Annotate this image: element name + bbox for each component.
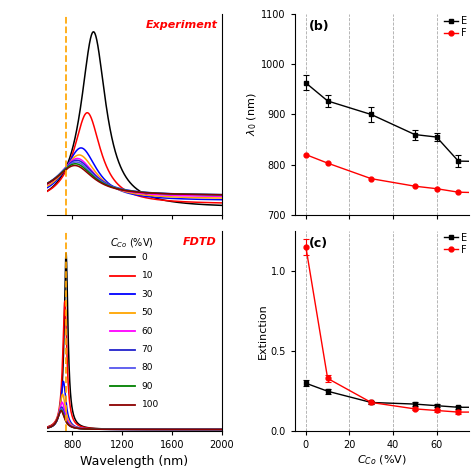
Text: 50: 50 xyxy=(142,308,153,317)
Y-axis label: $\lambda_0$ (nm): $\lambda_0$ (nm) xyxy=(245,93,259,136)
Text: (c): (c) xyxy=(309,237,328,250)
Text: 80: 80 xyxy=(142,364,153,373)
Y-axis label: Extinction: Extinction xyxy=(258,303,268,359)
Text: FDTD: FDTD xyxy=(183,237,217,247)
Text: $C_{Co}$ (%V): $C_{Co}$ (%V) xyxy=(110,237,154,250)
Legend: E, F: E, F xyxy=(444,16,467,38)
Text: 100: 100 xyxy=(142,401,159,410)
X-axis label: $C_{Co}$ (%V): $C_{Co}$ (%V) xyxy=(357,453,407,467)
Text: 30: 30 xyxy=(142,290,153,299)
Text: 10: 10 xyxy=(142,271,153,280)
Legend: E, F: E, F xyxy=(444,233,467,255)
Text: 60: 60 xyxy=(142,327,153,336)
Text: Experiment: Experiment xyxy=(146,20,218,30)
X-axis label: Wavelength (nm): Wavelength (nm) xyxy=(81,455,189,467)
Text: 70: 70 xyxy=(142,345,153,354)
Text: 90: 90 xyxy=(142,382,153,391)
Text: 0: 0 xyxy=(142,253,147,262)
Text: (b): (b) xyxy=(309,20,329,33)
